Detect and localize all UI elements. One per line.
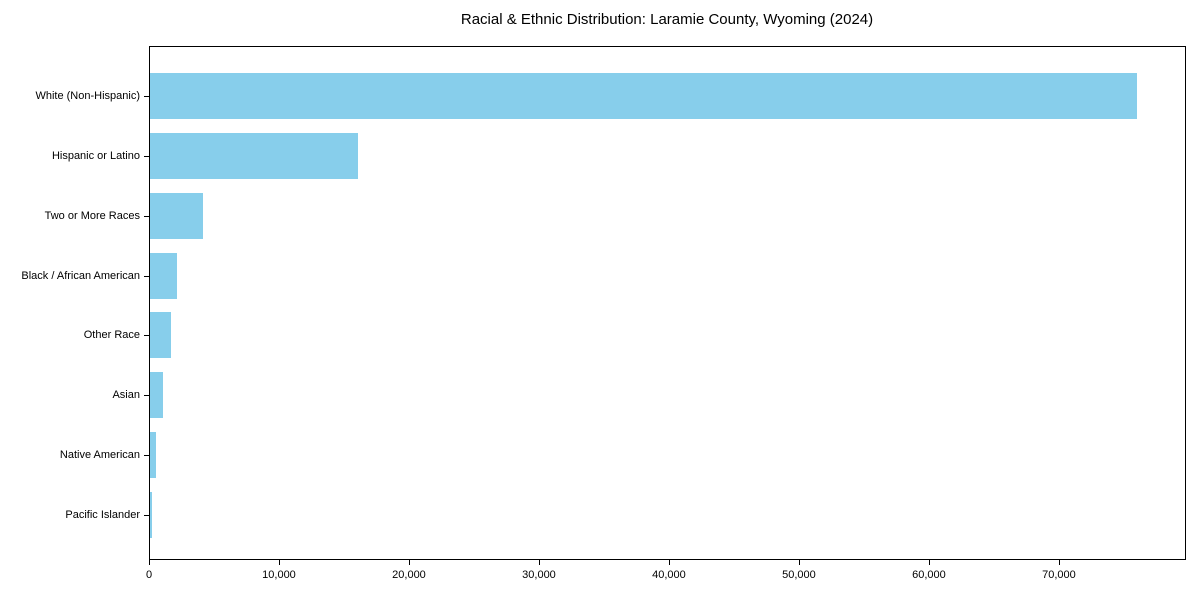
y-tick-mark [144,515,149,516]
bar-white-non-hispanic [150,73,1137,119]
bar-asian [150,372,163,419]
bar-black-african-american [150,252,178,299]
y-tick-label: White (Non-Hispanic) [35,90,140,102]
y-tick-label: Asian [112,389,140,402]
y-tick-label: Hispanic or Latino [51,149,140,162]
x-tick-mark [538,560,540,565]
y-tick-label: Two or More Races [44,209,140,222]
bar-two-or-more-races [150,192,204,239]
x-tick-mark [928,560,930,565]
y-tick-mark [144,155,149,157]
bar-hispanic-or-latino [150,132,358,179]
x-tick-mark [278,560,280,565]
y-tick-mark [144,455,149,457]
x-tick-mark [408,560,410,565]
y-tick-label: Other Race [83,329,140,342]
y-tick-mark [144,395,149,397]
x-tick-label: 70,000 [1042,569,1076,581]
y-tick-label: Native American [59,449,140,462]
y-tick-mark [144,275,149,277]
chart-title: Racial & Ethnic Distribution: Laramie Co… [460,11,874,28]
x-tick-label: 10,000 [262,569,296,581]
bar-pacific-islander [150,492,152,538]
x-tick-label: 60,000 [912,569,946,581]
y-tick-label: Pacific Islander [65,509,140,521]
bar-other-race [150,312,171,359]
x-tick-label: 40,000 [652,569,686,581]
x-tick-label: 50,000 [782,569,816,581]
x-tick-label: 0 [145,569,153,581]
y-tick-label: Black / African American [21,269,140,282]
x-tick-mark [1058,560,1060,565]
x-tick-mark [668,560,670,565]
plot-area [149,46,1186,560]
x-tick-label: 20,000 [392,569,426,581]
y-tick-mark [144,96,149,97]
x-tick-mark [149,560,150,565]
bar-native-american [150,432,157,479]
x-tick-label: 30,000 [522,569,556,581]
x-tick-mark [798,560,800,565]
y-tick-mark [144,335,149,337]
y-tick-mark [144,215,149,217]
